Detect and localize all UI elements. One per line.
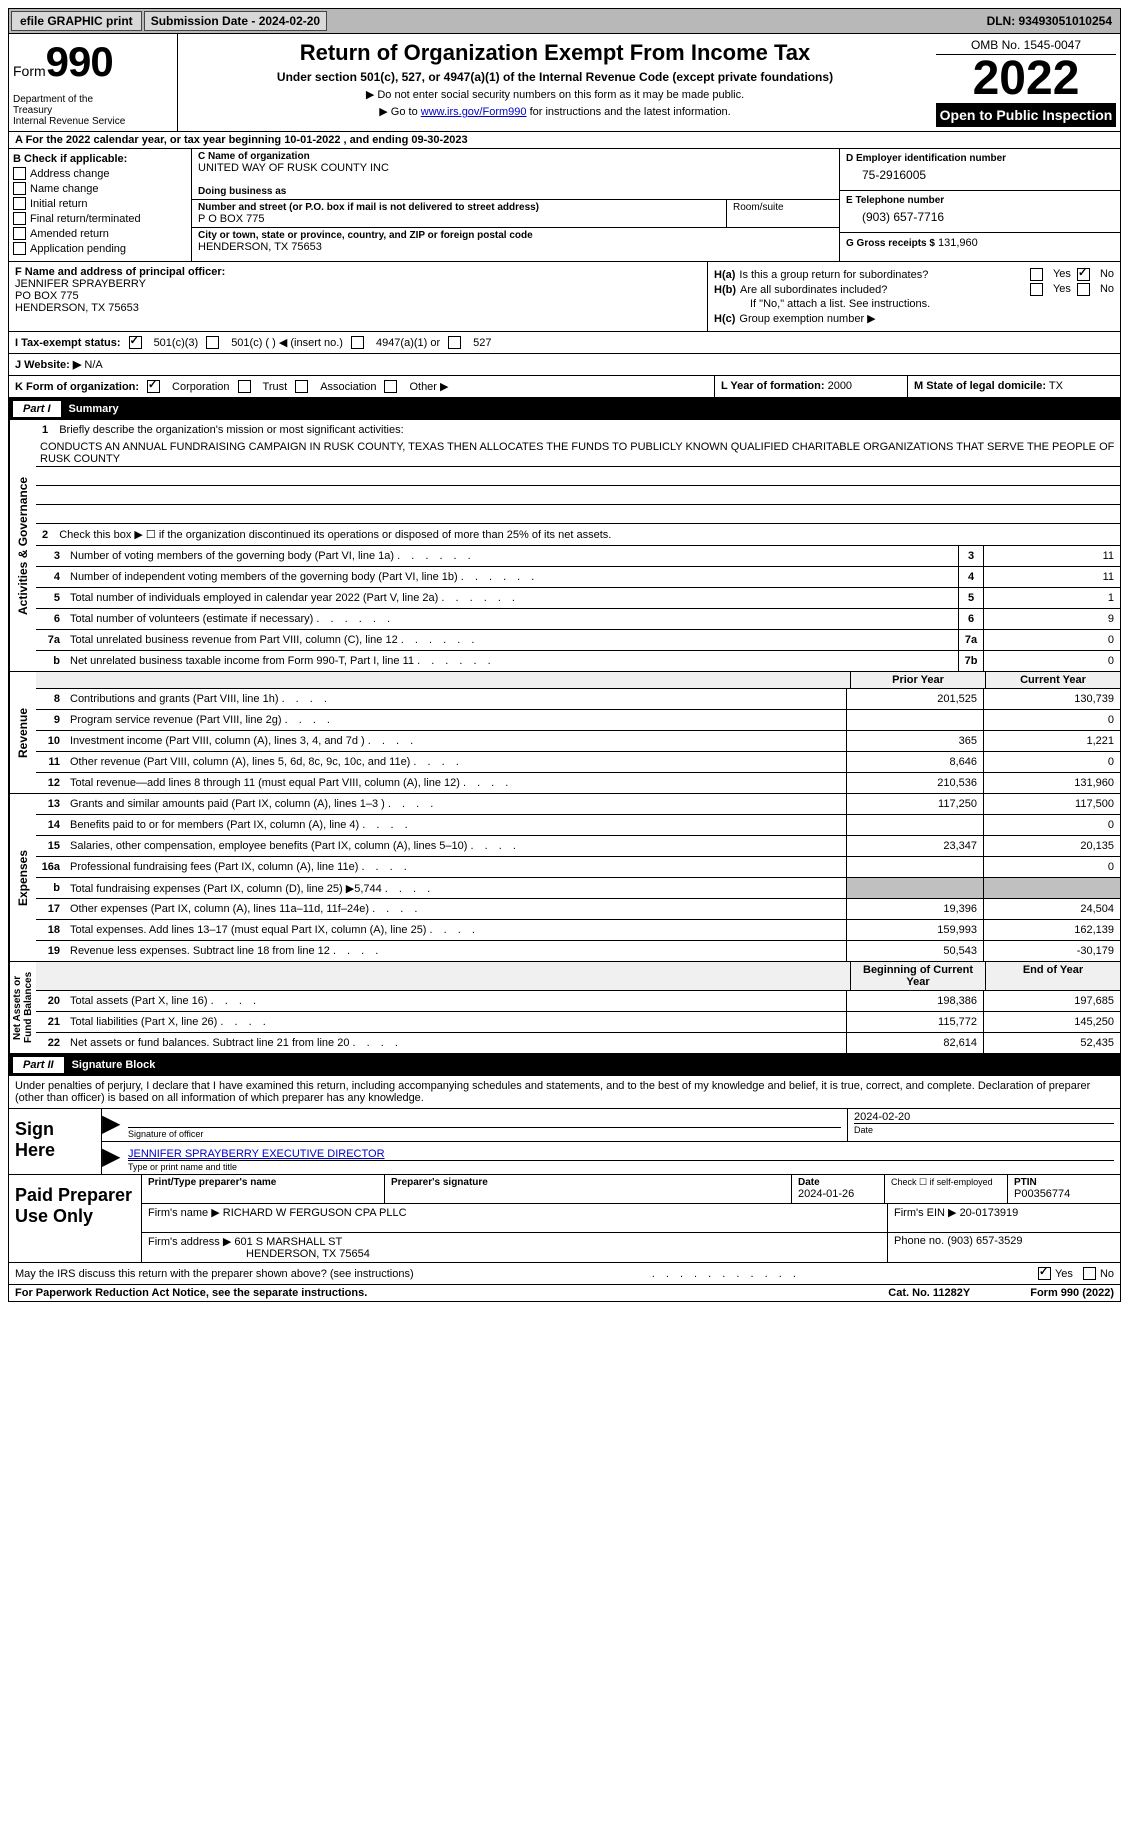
form-subtitle: Under section 501(c), 527, or 4947(a)(1)…: [184, 70, 926, 84]
sign-here: Sign Here ▶ Signature of officer 2024-02…: [8, 1109, 1121, 1175]
addr-label: Number and street (or P.O. box if mail i…: [198, 202, 720, 213]
ha-no-checkbox[interactable]: [1077, 268, 1090, 281]
final-return-checkbox[interactable]: [13, 212, 26, 225]
officer-city: HENDERSON, TX 75653: [15, 302, 701, 314]
firm-phone: (903) 657-3529: [947, 1235, 1022, 1247]
firm-ein: 20-0173919: [960, 1207, 1019, 1219]
other-checkbox[interactable]: [384, 380, 397, 393]
addr-change-checkbox[interactable]: [13, 167, 26, 180]
sig-date: 2024-02-20: [854, 1111, 1114, 1123]
dept-label: Department of the Treasury Internal Reve…: [13, 94, 173, 127]
section-fh: F Name and address of principal officer:…: [8, 262, 1121, 332]
prep-date: 2024-01-26: [798, 1188, 878, 1200]
discuss-no-checkbox[interactable]: [1083, 1267, 1096, 1280]
section-i: I Tax-exempt status: 501(c)(3) 501(c) ( …: [8, 332, 1121, 354]
527-checkbox[interactable]: [448, 336, 461, 349]
mission-text: CONDUCTS AN ANNUAL FUNDRAISING CAMPAIGN …: [36, 440, 1120, 467]
firm-addr: 601 S MARSHALL ST: [234, 1236, 342, 1248]
gross-label: G Gross receipts $: [846, 238, 935, 249]
b-label: B Check if applicable:: [13, 153, 187, 165]
netassets-section: Net Assets or Fund Balances Beginning of…: [8, 962, 1121, 1054]
org-name-label: C Name of organization: [198, 151, 833, 162]
expenses-section: Expenses 13Grants and similar amounts pa…: [8, 794, 1121, 962]
revenue-section: Revenue Prior YearCurrent Year 8Contribu…: [8, 672, 1121, 794]
room-label: Room/suite: [727, 200, 839, 227]
4947-checkbox[interactable]: [351, 336, 364, 349]
hb-no-checkbox[interactable]: [1077, 283, 1090, 296]
hb-note: If "No," attach a list. See instructions…: [714, 298, 1114, 310]
section-bcd: B Check if applicable: Address change Na…: [8, 149, 1121, 262]
row-a-taxyear: A For the 2022 calendar year, or tax yea…: [8, 132, 1121, 149]
state-domicile: TX: [1049, 380, 1063, 392]
assoc-checkbox[interactable]: [295, 380, 308, 393]
form-header: Form990 Department of the Treasury Inter…: [8, 34, 1121, 132]
501c-other-checkbox[interactable]: [206, 336, 219, 349]
section-j: J Website: ▶ N/A: [8, 354, 1121, 376]
ein-value: 75-2916005: [846, 164, 1114, 186]
corp-checkbox[interactable]: [147, 380, 160, 393]
irs-link[interactable]: www.irs.gov/Form990: [421, 106, 527, 118]
form-word: Form: [13, 63, 46, 79]
dln: DLN: 93493051010254: [987, 14, 1120, 28]
website-value: N/A: [84, 359, 102, 371]
officer-name-link[interactable]: JENNIFER SPRAYBERRY EXECUTIVE DIRECTOR: [128, 1148, 1114, 1160]
officer-name: JENNIFER SPRAYBERRY: [15, 278, 701, 290]
topbar: efile GRAPHIC print Submission Date - 20…: [8, 8, 1121, 34]
phone-label: E Telephone number: [846, 195, 1114, 206]
note-link: ▶ Go to www.irs.gov/Form990 for instruct…: [184, 105, 926, 118]
discuss-row: May the IRS discuss this return with the…: [8, 1263, 1121, 1285]
section-klm: K Form of organization: Corporation Trus…: [8, 376, 1121, 398]
form-number: 990: [46, 38, 113, 85]
submission-date: Submission Date - 2024-02-20: [144, 11, 327, 31]
city-label: City or town, state or province, country…: [198, 230, 833, 241]
ein-label: D Employer identification number: [846, 153, 1114, 164]
initial-return-checkbox[interactable]: [13, 197, 26, 210]
side-revenue: Revenue: [9, 672, 36, 793]
side-expenses: Expenses: [9, 794, 36, 961]
hb-yes-checkbox[interactable]: [1030, 283, 1043, 296]
org-city: HENDERSON, TX 75653: [198, 241, 833, 253]
firm-name: RICHARD W FERGUSON CPA PLLC: [223, 1207, 407, 1219]
officer-addr: PO BOX 775: [15, 290, 701, 302]
gross-value: 131,960: [938, 237, 978, 249]
name-change-checkbox[interactable]: [13, 182, 26, 195]
org-name: UNITED WAY OF RUSK COUNTY INC: [198, 162, 833, 174]
ptin: P00356774: [1014, 1188, 1114, 1200]
tax-year: 2022: [936, 55, 1116, 103]
trust-checkbox[interactable]: [238, 380, 251, 393]
footer: For Paperwork Reduction Act Notice, see …: [8, 1285, 1121, 1302]
side-netassets: Net Assets or Fund Balances: [9, 962, 36, 1053]
501c3-checkbox[interactable]: [129, 336, 142, 349]
discuss-yes-checkbox[interactable]: [1038, 1267, 1051, 1280]
form-title: Return of Organization Exempt From Incom…: [184, 40, 926, 66]
note-ssn: ▶ Do not enter social security numbers o…: [184, 88, 926, 101]
paid-preparer: Paid Preparer Use Only Print/Type prepar…: [8, 1175, 1121, 1263]
activities-governance: Activities & Governance 1 Briefly descri…: [8, 420, 1121, 672]
efile-button[interactable]: efile GRAPHIC print: [11, 11, 142, 31]
part-1-header: Part ISummary: [8, 398, 1121, 420]
side-activities: Activities & Governance: [9, 420, 36, 671]
amended-checkbox[interactable]: [13, 227, 26, 240]
perjury-statement: Under penalties of perjury, I declare th…: [8, 1076, 1121, 1109]
f-label: F Name and address of principal officer:: [15, 266, 701, 278]
org-address: P O BOX 775: [198, 213, 720, 225]
pending-checkbox[interactable]: [13, 242, 26, 255]
dba-label: Doing business as: [198, 186, 833, 197]
ha-yes-checkbox[interactable]: [1030, 268, 1043, 281]
year-formation: 2000: [828, 380, 852, 392]
part-2-header: Part IISignature Block: [8, 1054, 1121, 1076]
open-inspection: Open to Public Inspection: [936, 103, 1116, 127]
phone-value: (903) 657-7716: [846, 206, 1114, 228]
